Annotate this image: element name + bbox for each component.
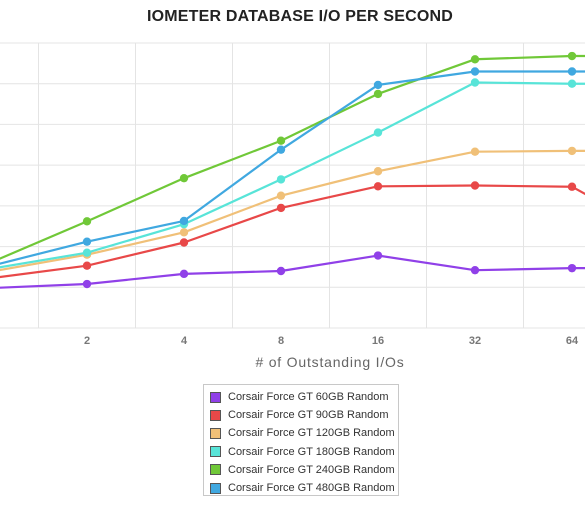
data-point <box>179 269 189 279</box>
legend-label: Corsair Force GT 180GB Random <box>228 445 395 458</box>
series-line <box>0 254 585 289</box>
data-point <box>276 136 286 145</box>
series-line <box>0 54 585 260</box>
data-point <box>567 263 577 273</box>
data-point <box>276 175 286 184</box>
x-tick-label: 16 <box>372 335 384 345</box>
data-point <box>179 173 189 183</box>
series <box>0 181 585 279</box>
grid <box>0 42 585 329</box>
data-point <box>276 191 286 200</box>
series-layer <box>0 51 585 289</box>
series-line <box>0 70 585 265</box>
legend-label: Corsair Force GT 120GB Random <box>228 427 395 440</box>
data-point <box>82 237 92 246</box>
data-point <box>470 67 480 76</box>
data-point <box>470 147 480 156</box>
data-point <box>179 228 189 237</box>
data-point <box>470 265 480 275</box>
legend-swatch <box>210 464 221 476</box>
chart-title: IOMETER DATABASE I/O PER SECOND <box>146 8 454 25</box>
x-tick-label: 32 <box>469 335 481 345</box>
series-line <box>0 184 585 279</box>
data-point <box>276 145 286 154</box>
data-point <box>82 279 92 289</box>
legend: Corsair Force GT 60GB Random Corsair For… <box>203 384 399 496</box>
x-tick-label: 2 <box>84 335 90 345</box>
legend-label: Corsair Force GT 240GB Random <box>228 463 395 476</box>
legend-label: Corsair Force GT 480GB Random <box>228 482 395 495</box>
data-point <box>276 266 286 276</box>
series <box>0 78 585 269</box>
legend-swatch <box>210 427 221 439</box>
legend-swatch <box>210 391 221 403</box>
x-tick-label: 64 <box>566 335 579 345</box>
legend-swatch <box>210 446 221 458</box>
legend-item[interactable]: Corsair Force GT 90GB Random <box>210 406 398 424</box>
data-point <box>82 261 92 270</box>
series <box>0 67 585 265</box>
data-point <box>276 203 286 213</box>
series-line <box>0 81 585 269</box>
data-point <box>373 182 383 191</box>
series <box>0 251 585 289</box>
data-point <box>373 167 383 176</box>
data-point <box>179 216 189 226</box>
data-point <box>373 128 383 137</box>
data-point <box>373 80 383 90</box>
x-tick-labels: 2 4 8 16 32 64 <box>84 335 579 345</box>
x-axis-title: # of Outstanding I/Os <box>255 354 405 370</box>
legend-label: Corsair Force GT 90GB Random <box>228 409 389 422</box>
legend-swatch <box>210 482 221 494</box>
data-point <box>567 51 577 61</box>
data-point <box>179 238 189 247</box>
data-point <box>470 78 480 87</box>
legend-item[interactable]: Corsair Force GT 240GB Random <box>210 461 398 479</box>
data-point <box>373 89 383 99</box>
data-point <box>82 248 92 257</box>
data-point <box>82 217 92 226</box>
data-point <box>567 67 577 76</box>
legend-label: Corsair Force GT 60GB Random <box>228 391 389 404</box>
x-tick-label: 8 <box>278 335 284 345</box>
legend-item[interactable]: Corsair Force GT 120GB Random <box>210 424 398 442</box>
data-point <box>373 251 383 260</box>
legend-swatch <box>210 409 221 421</box>
x-tick-label: 4 <box>181 335 188 345</box>
legend-item[interactable]: Corsair Force GT 480GB Random <box>210 479 398 497</box>
data-point <box>567 79 577 88</box>
data-point <box>470 181 480 190</box>
data-point <box>567 182 577 191</box>
chart-plot: 2 4 8 16 32 64 <box>0 42 585 345</box>
legend-item[interactable]: Corsair Force GT 60GB Random <box>210 388 398 406</box>
series-line <box>0 149 585 272</box>
data-point <box>567 146 577 156</box>
legend-item[interactable]: Corsair Force GT 180GB Random <box>210 443 398 461</box>
data-point <box>470 55 480 64</box>
